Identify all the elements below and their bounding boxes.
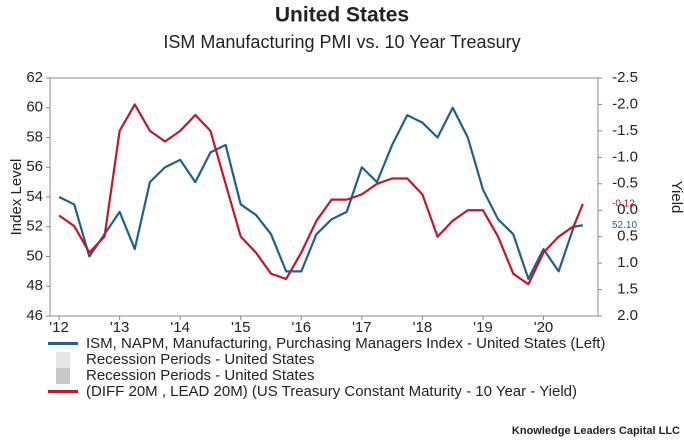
source: Knowledge Leaders Capital LLC [511, 425, 680, 437]
chart-title: United States [275, 4, 409, 27]
y2-tick-label: -1.0 [612, 148, 638, 165]
chart-subtitle: ISM Manufacturing PMI vs. 10 Year Treasu… [163, 32, 520, 52]
series-line [58, 106, 584, 280]
end-label: 52.10 [612, 220, 637, 231]
y2-tick-label: 2.0 [617, 307, 638, 324]
y2-axis-label: Yield [668, 181, 684, 214]
y2-tick-label: -0.5 [612, 175, 638, 192]
y-tick-label: 54 [26, 188, 43, 205]
legend-label: ISM, NAPM, Manufacturing, Purchasing Man… [86, 335, 606, 352]
y2-tick-label: 0.0 [617, 201, 638, 218]
x-tick-label: '18 [413, 319, 433, 336]
x-tick-label: '12 [49, 319, 69, 336]
legend-swatch [48, 384, 78, 400]
y-tick-label: 58 [26, 128, 43, 145]
legend-swatch [48, 336, 78, 352]
y-tick-label: 52 [26, 218, 43, 235]
legend: ISM, NAPM, Manufacturing, Purchasing Man… [48, 336, 648, 400]
y-tick-label: 50 [26, 247, 43, 264]
y-tick-label: 60 [26, 99, 43, 116]
x-tick-label: '20 [534, 319, 554, 336]
end-label: -0.12 [612, 199, 635, 210]
legend-swatch [48, 352, 78, 368]
y-tick-label: 46 [26, 307, 43, 324]
legend-swatch [48, 368, 78, 384]
x-tick-label: '13 [110, 319, 130, 336]
series-line [58, 103, 584, 286]
legend-label: Recession Periods - United States [86, 351, 315, 368]
legend-label: (DIFF 20M , LEAD 20M) (US Treasury Const… [86, 383, 578, 400]
y-tick-label: 56 [26, 158, 43, 175]
x-tick-label: '19 [473, 319, 493, 336]
y-tick-label: 48 [26, 277, 43, 294]
y2-tick-label: -1.5 [612, 122, 638, 139]
legend-item: Recession Periods - United States [48, 352, 648, 368]
plot-frame [49, 77, 599, 317]
y2-tick-label: -2.5 [612, 69, 638, 86]
x-tick-label: '17 [352, 319, 372, 336]
y2-tick-label: -2.0 [612, 95, 638, 112]
x-tick-label: '16 [292, 319, 312, 336]
y-tick-label: 62 [26, 69, 43, 86]
y2-tick-label: 1.0 [617, 254, 638, 271]
y2-tick-label: 0.5 [617, 228, 638, 245]
y2-tick-label: 1.5 [617, 281, 638, 298]
legend-item: ISM, NAPM, Manufacturing, Purchasing Man… [48, 336, 648, 352]
legend-item: (DIFF 20M , LEAD 20M) (US Treasury Const… [48, 384, 648, 400]
legend-item: Recession Periods - United States [48, 368, 648, 384]
legend-label: Recession Periods - United States [86, 367, 315, 384]
x-tick-label: '15 [231, 319, 251, 336]
x-tick-label: '14 [170, 319, 190, 336]
y-axis-label: Index Level [8, 159, 25, 236]
